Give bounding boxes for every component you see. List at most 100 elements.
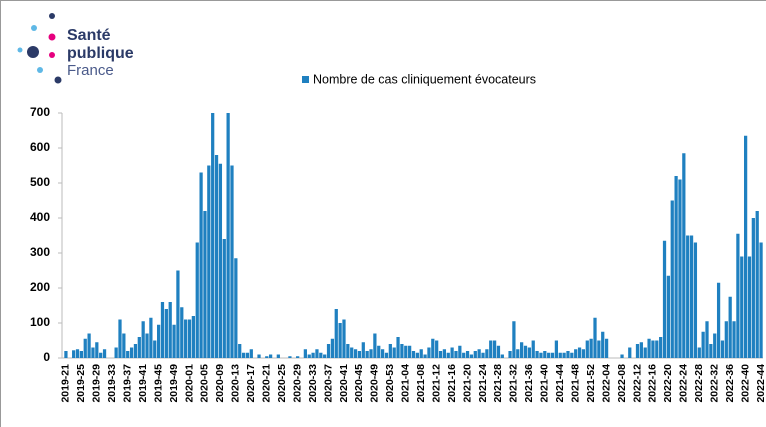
bar	[581, 349, 586, 358]
x-tick-label: 2022-04	[600, 364, 612, 403]
bar	[365, 351, 369, 358]
x-tick-label: 2019-21	[60, 364, 72, 403]
bar	[496, 345, 501, 358]
bar	[296, 356, 300, 358]
bar	[662, 240, 667, 358]
x-tick-label: 2020-25	[276, 364, 288, 403]
bar	[276, 354, 280, 358]
bar	[508, 351, 512, 358]
bar	[199, 172, 203, 358]
x-tick-label: 2021-48	[569, 364, 581, 403]
bar	[427, 347, 431, 358]
bar	[172, 324, 176, 358]
bar	[72, 350, 76, 358]
x-tick-label: 2020-33	[307, 364, 319, 403]
legend-label: Nombre de cas cliniquement évocateurs	[313, 72, 536, 86]
bar	[481, 352, 485, 358]
bar	[435, 340, 439, 358]
bar	[516, 349, 520, 358]
bar	[740, 256, 744, 358]
x-tick-label: 2021-04	[400, 364, 412, 403]
bar	[350, 347, 354, 358]
bar	[195, 242, 199, 358]
bar	[558, 352, 562, 358]
bar	[207, 165, 211, 358]
bar	[597, 340, 601, 358]
bar	[257, 354, 261, 358]
bar	[442, 349, 447, 358]
x-tick-label: 2020-29	[291, 364, 303, 403]
x-tick-label: 2020-21	[261, 364, 273, 403]
bar	[535, 351, 539, 358]
bar	[408, 345, 412, 358]
bar	[168, 302, 172, 358]
x-tick-label: 2021-40	[539, 364, 551, 403]
bar	[747, 256, 752, 358]
legend-swatch	[302, 76, 309, 83]
bar	[647, 338, 651, 358]
bar	[450, 347, 454, 358]
bar	[218, 163, 223, 358]
bar	[550, 352, 555, 358]
bar	[585, 340, 589, 358]
bar	[373, 333, 377, 358]
bar	[226, 113, 230, 358]
bar	[288, 356, 292, 358]
x-tick-label: 2021-20	[461, 364, 473, 403]
bar	[164, 309, 168, 358]
bar	[83, 338, 87, 358]
bar	[353, 349, 358, 358]
bar	[95, 342, 99, 358]
bar	[423, 354, 427, 358]
logo-dot	[31, 25, 37, 31]
bar	[531, 340, 535, 358]
x-tick-label: 2022-44	[755, 364, 766, 403]
bar	[265, 356, 269, 358]
logo-dot	[49, 13, 55, 19]
bar	[755, 211, 759, 358]
x-tick-label: 2021-08	[415, 364, 427, 403]
bar	[655, 340, 659, 358]
y-tick-label: 400	[30, 210, 50, 224]
bar	[102, 349, 107, 358]
bar	[604, 338, 609, 358]
logo-text: Santé	[67, 27, 111, 44]
bar	[709, 344, 713, 358]
bar	[388, 344, 392, 358]
bar	[697, 347, 701, 358]
bar	[554, 340, 559, 358]
bar	[701, 331, 705, 358]
bar	[245, 352, 250, 358]
bar	[145, 333, 149, 358]
y-tick-label: 0	[43, 350, 50, 364]
x-tick-label: 2021-16	[446, 364, 458, 403]
bar	[346, 344, 350, 358]
logo-dot	[37, 67, 43, 73]
y-tick-label: 100	[30, 315, 50, 329]
x-tick-label: 2020-05	[199, 364, 211, 403]
bar	[315, 349, 319, 358]
bar	[686, 235, 690, 358]
bar	[477, 349, 481, 358]
bar	[512, 321, 516, 358]
bar	[241, 352, 246, 358]
bar	[643, 347, 647, 358]
bar	[122, 333, 126, 358]
bar	[249, 349, 253, 358]
bar	[454, 351, 458, 358]
bar	[91, 347, 95, 358]
bar	[361, 342, 365, 358]
bar	[628, 347, 632, 358]
bar	[75, 349, 80, 358]
bar	[184, 319, 188, 358]
bar	[79, 351, 84, 358]
bar	[678, 179, 682, 358]
y-tick-label: 300	[30, 245, 50, 259]
x-tick-label: 2019-25	[75, 364, 87, 403]
x-tick-label: 2019-45	[152, 364, 164, 403]
logo-dot	[17, 47, 23, 53]
bar	[129, 347, 134, 358]
logo: Santé publique France	[17, 13, 134, 84]
x-tick-label: 2021-36	[523, 364, 535, 403]
